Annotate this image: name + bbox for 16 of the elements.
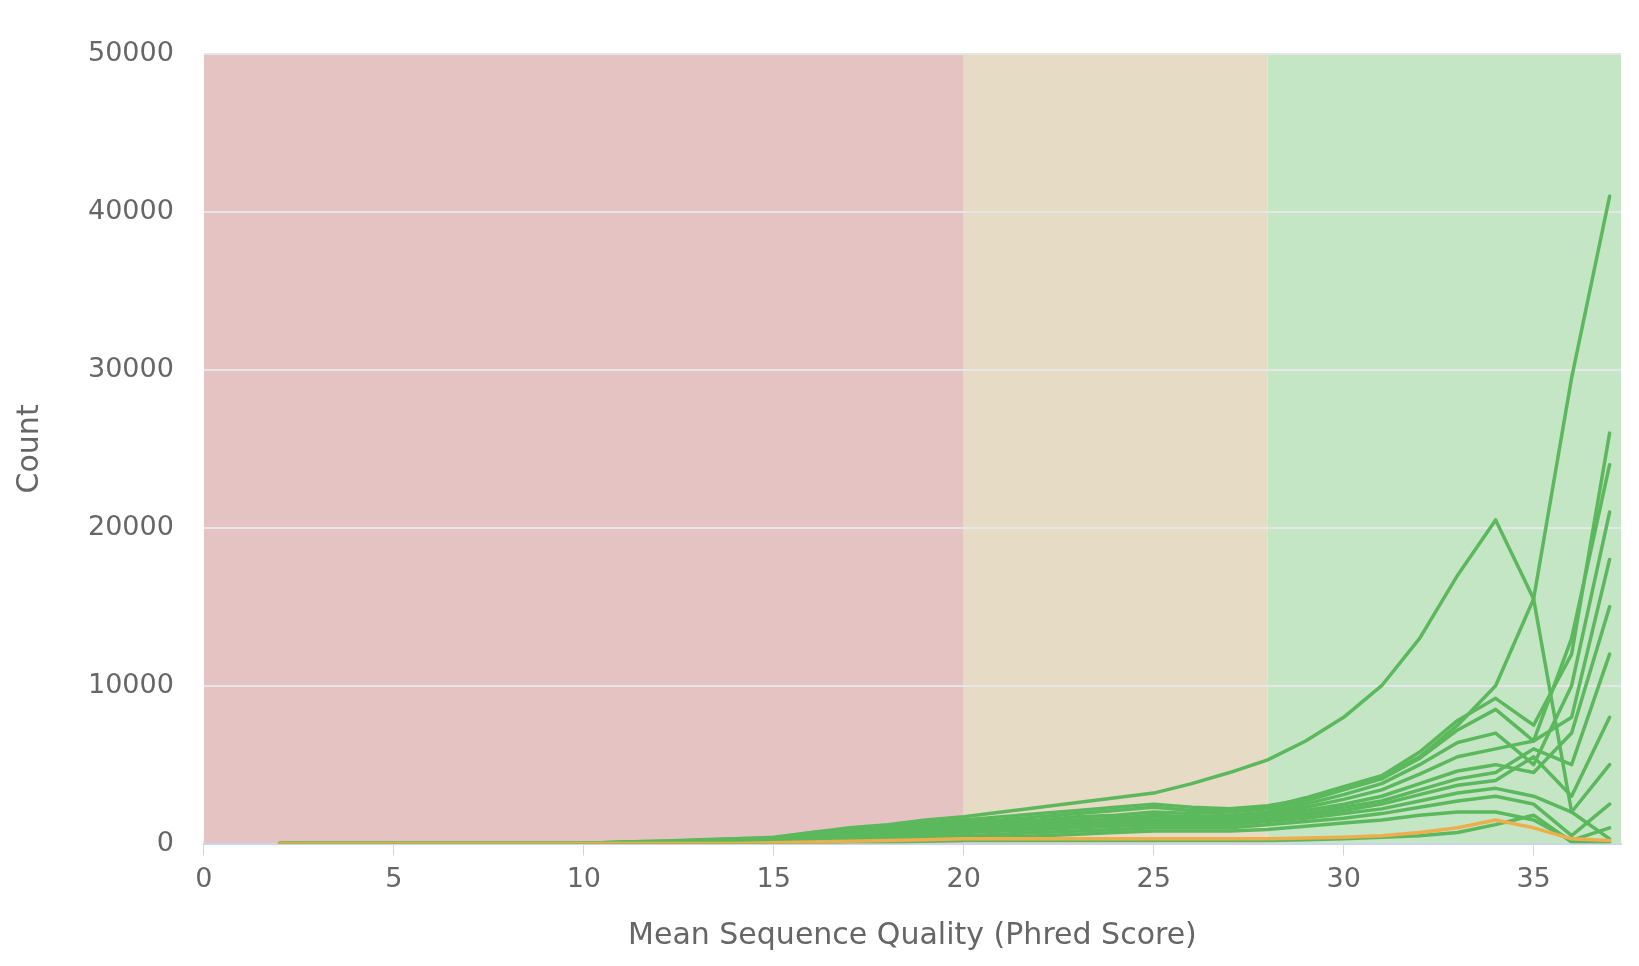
y-tick-label: 10000 bbox=[87, 667, 174, 699]
y-tick-label: 40000 bbox=[87, 194, 174, 226]
x-tick-label: 30 bbox=[1326, 861, 1361, 893]
x-tick-label: 5 bbox=[385, 861, 403, 893]
x-tick-label: 15 bbox=[756, 861, 791, 893]
x-tick-label: 25 bbox=[1136, 861, 1171, 893]
x-axis-title: Mean Sequence Quality (Phred Score) bbox=[628, 915, 1197, 951]
x-tick-label: 35 bbox=[1516, 861, 1551, 893]
x-tick-label: 20 bbox=[946, 861, 981, 893]
y-tick-label: 0 bbox=[156, 825, 174, 857]
y-tick-label: 20000 bbox=[87, 509, 174, 541]
y-tick-label: 50000 bbox=[87, 36, 174, 68]
y-tick-label: 30000 bbox=[87, 351, 174, 383]
x-tick-label: 10 bbox=[566, 861, 601, 893]
x-tick-label: 0 bbox=[195, 861, 213, 893]
y-axis-title: Count bbox=[9, 404, 45, 494]
